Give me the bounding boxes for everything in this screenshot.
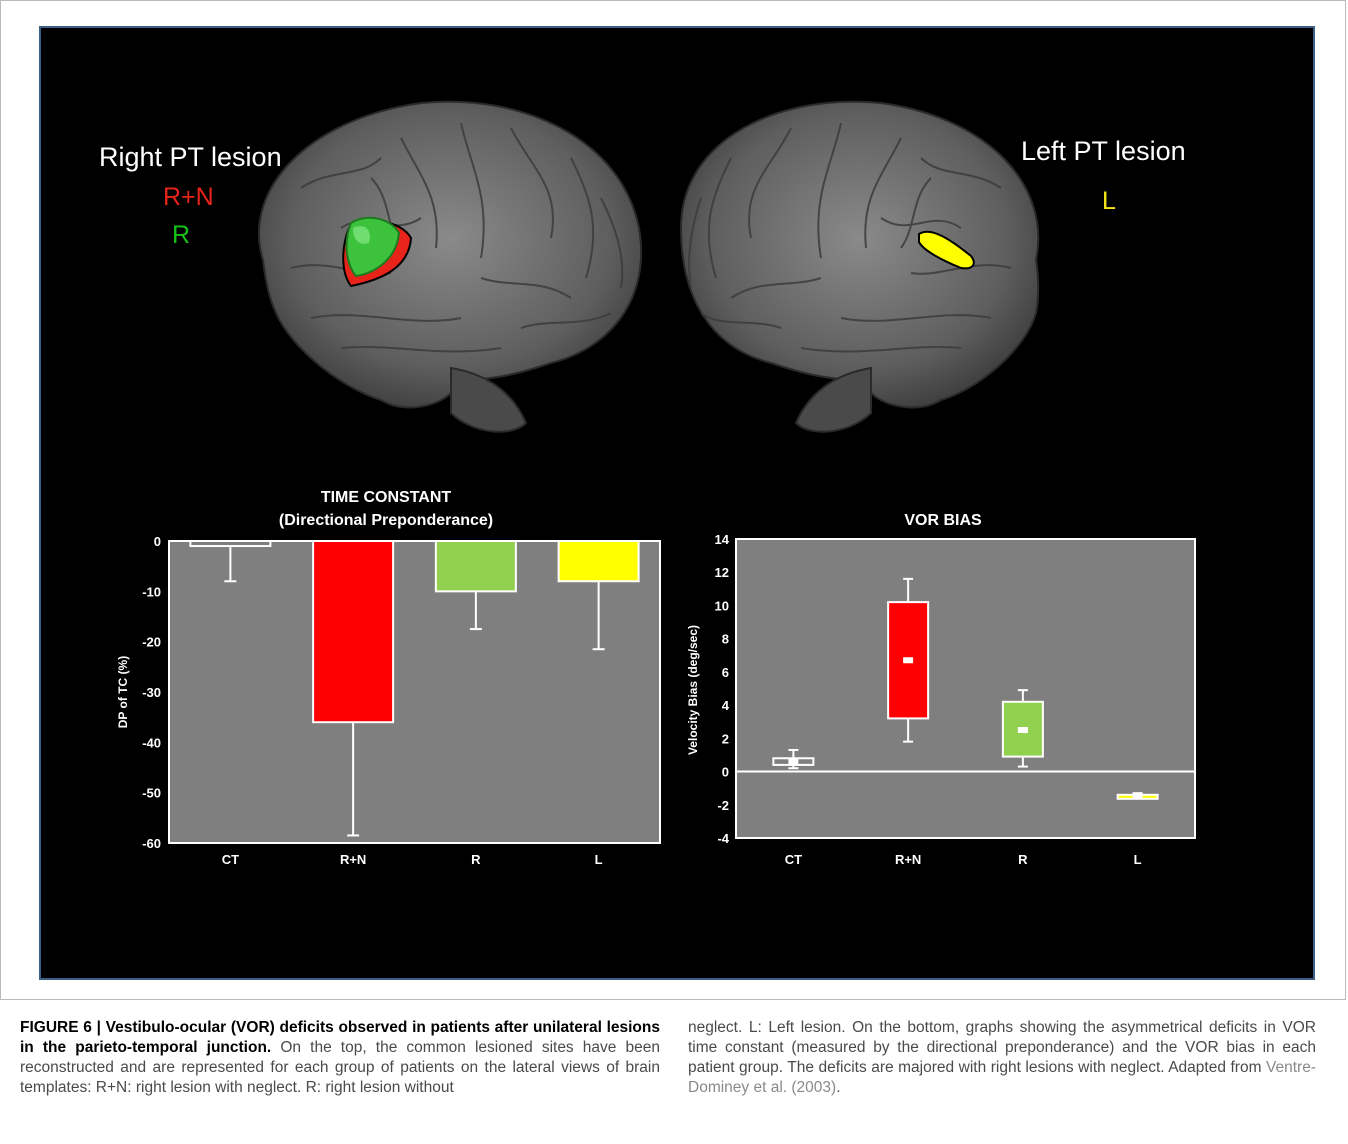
figure-canvas: Right PT lesion R+N R Left PT lesion L T…	[99, 100, 1196, 867]
tc-y-axis-label: DP of TC (%)	[116, 656, 130, 728]
caption-heading: FIGURE 6 | Vestibulo-ocular (VOR) defici…	[20, 1019, 660, 1056]
lesion-l-area	[918, 230, 975, 270]
group-label-r: R	[172, 221, 190, 249]
group-label-rn: R+N	[163, 183, 214, 211]
tc-chart-title: TIME CONSTANT	[321, 489, 452, 506]
figure-panel: Right PT lesion R+N R Left PT lesion L T…	[39, 26, 1315, 980]
tc-bar	[189, 540, 272, 548]
tc-y-tick-label: -40	[142, 735, 161, 750]
tc-chart-subtitle: (Directional Preponderance)	[279, 512, 493, 529]
tc-y-tick-label: 0	[154, 534, 161, 549]
tc-y-tick-label: -60	[142, 836, 161, 851]
vor-chart-title: VOR BIAS	[904, 512, 982, 529]
tc-bar	[557, 540, 640, 583]
vor-y-tick-label: 12	[715, 565, 729, 580]
vor-y-tick-label: 14	[715, 532, 730, 547]
left-hemisphere-brain	[679, 100, 1040, 433]
vor-median-marker	[788, 758, 799, 765]
figure-frame: Right PT lesion R+N R Left PT lesion L T…	[0, 0, 1346, 1000]
caption-right-text: neglect. L: Left lesion. On the bottom, …	[688, 1019, 1316, 1076]
tc-y-tick-label: -30	[142, 685, 161, 700]
vor-y-tick-label: 4	[722, 698, 730, 713]
vor-y-tick-label: 2	[722, 731, 729, 746]
caption-end: .	[836, 1079, 841, 1096]
caption-left-text: On the top, the common lesioned sites ha…	[20, 1039, 660, 1096]
vor-bias-chart: VOR BIAS Velocity Bias (deg/sec) 14 12 10 8…	[686, 512, 1196, 867]
right-pt-lesion-title: Right PT lesion	[99, 142, 282, 172]
vor-plot-area	[735, 538, 1196, 839]
vor-y-tick-label: 6	[722, 665, 729, 680]
caption-right-column: neglect. L: Left lesion. On the bottom, …	[688, 1018, 1316, 1098]
vor-x-tick-label: R	[1018, 852, 1028, 867]
left-pt-lesion-title: Left PT lesion	[1021, 136, 1186, 166]
tc-y-tick-label: -20	[142, 635, 161, 650]
tc-bar	[312, 540, 395, 724]
tc-x-tick-label: L	[595, 852, 603, 867]
vor-median-marker	[903, 657, 914, 664]
vor-median-marker	[1132, 793, 1143, 800]
tc-x-tick-label: CT	[222, 852, 239, 867]
right-hemisphere-brain	[257, 100, 643, 433]
caption-left-column: FIGURE 6 | Vestibulo-ocular (VOR) defici…	[20, 1018, 660, 1098]
vor-x-tick-label: CT	[785, 852, 802, 867]
vor-y-tick-label: 10	[715, 598, 729, 613]
vor-x-tick-label: L	[1134, 852, 1142, 867]
tc-x-tick-label: R	[471, 852, 481, 867]
tc-plot-area	[168, 540, 661, 844]
vor-y-axis-label: Velocity Bias (deg/sec)	[686, 625, 700, 755]
vor-y-tick-label: 0	[722, 765, 729, 780]
time-constant-chart: TIME CONSTANT (Directional Preponderance…	[116, 489, 661, 867]
tc-bar	[434, 540, 517, 593]
tc-y-tick-label: -50	[142, 786, 161, 801]
vor-y-tick-label: 8	[722, 632, 729, 647]
tc-y-tick-label: -10	[142, 584, 161, 599]
vor-x-tick-label: R+N	[895, 852, 921, 867]
group-label-l: L	[1102, 187, 1116, 215]
vor-y-tick-label: -2	[717, 798, 729, 813]
vor-median-marker	[1017, 727, 1028, 734]
tc-x-tick-label: R+N	[340, 852, 366, 867]
vor-y-tick-label: -4	[717, 831, 729, 846]
citation-link[interactable]: Ventre-Dominey et al. (2003)	[688, 1059, 1316, 1096]
